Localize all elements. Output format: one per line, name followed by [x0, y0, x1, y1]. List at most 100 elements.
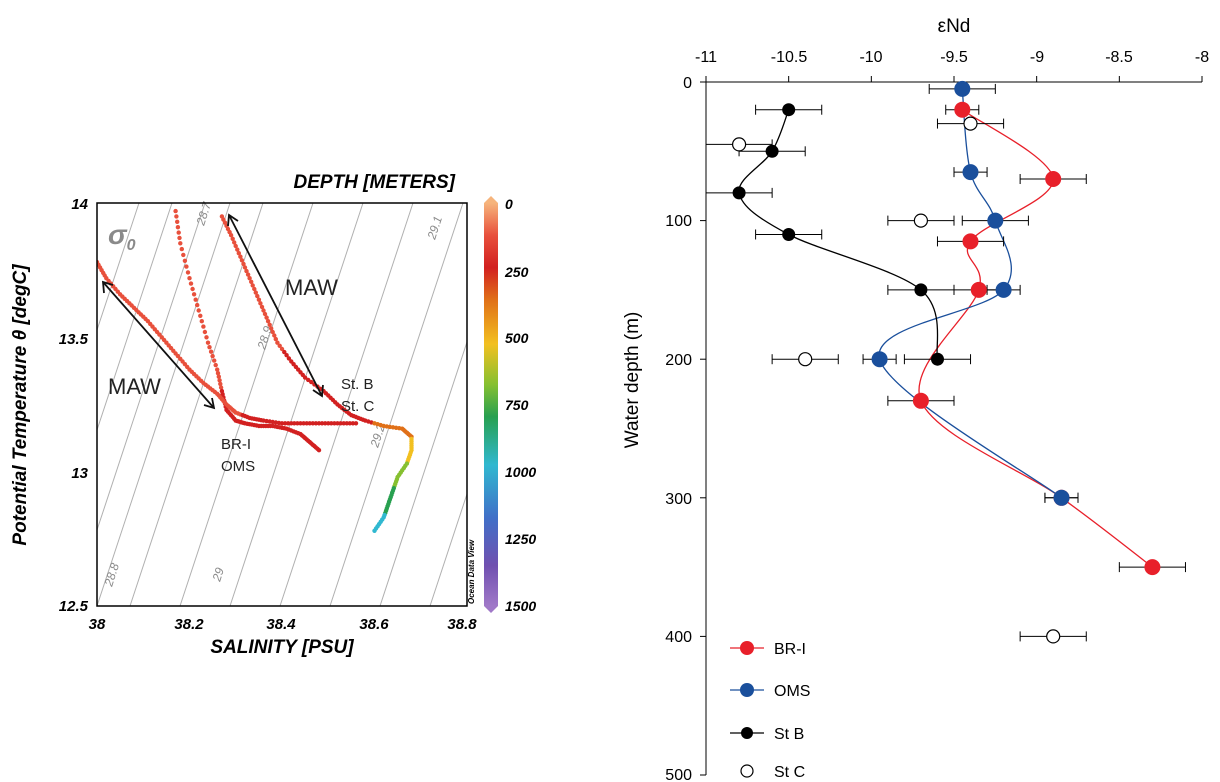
- legend-marker-st-b: [741, 727, 753, 739]
- ts-point: [277, 343, 282, 348]
- ts-point: [306, 377, 311, 383]
- ts-plot-frame: [96, 202, 468, 607]
- legend-label-st-b: St B: [774, 726, 804, 743]
- legend-marker-st-c: [740, 764, 754, 778]
- ts-point: [372, 528, 377, 533]
- ts-point: [202, 329, 208, 335]
- ts-point: [272, 333, 277, 338]
- ts-point: [201, 324, 206, 329]
- ts-point: [284, 353, 289, 358]
- end-y-tick-100: 100: [665, 213, 692, 230]
- data-point-st-c: [1046, 629, 1061, 644]
- ts-point: [269, 326, 274, 331]
- ts-point: [279, 421, 285, 426]
- end-y-ticks: 0 100 200 300 400 500: [665, 75, 692, 782]
- data-point-oms: [1053, 489, 1070, 506]
- end-x-ticks: -11 -10.5 -10 -9.5 -9 -8.5 -8: [695, 49, 1209, 66]
- ts-point: [298, 421, 303, 426]
- ts-point: [185, 270, 191, 275]
- ts-point: [184, 264, 189, 269]
- annotation-maw-right: MAW: [285, 275, 338, 300]
- ts-point: [176, 230, 181, 235]
- ts-point: [215, 371, 221, 376]
- end-x-axis-title: εNd: [938, 16, 971, 37]
- ts-y-axis-title: Potential Temperature θ [degC]: [10, 264, 31, 546]
- ts-point: [332, 421, 337, 426]
- ts-x-axis-title: SALINITY [PSU]: [210, 637, 354, 658]
- end-profile-chart: -11 -10.5 -10 -9.5 -9 -8.5 -8 0 100 200 …: [622, 16, 1209, 782]
- data-point-oms: [962, 164, 979, 181]
- end-x-tick-neg8: -8: [1195, 49, 1209, 66]
- ts-point: [255, 293, 260, 299]
- ts-point: [301, 421, 306, 426]
- ts-point: [207, 345, 212, 350]
- ts-point: [212, 358, 217, 363]
- ts-point: [270, 329, 275, 335]
- ts-point: [309, 379, 314, 385]
- ts-point: [174, 214, 179, 219]
- end-y-axis-title: Water depth (m): [622, 312, 643, 449]
- sigma-label: σ0: [108, 219, 136, 254]
- legend-label-oms: OMS: [774, 683, 810, 700]
- data-point-oms: [995, 281, 1012, 298]
- ts-point: [319, 421, 325, 426]
- ts-point: [341, 421, 346, 426]
- colorbar-title: DEPTH [METERS]: [294, 172, 456, 193]
- end-y-tick-400: 400: [665, 629, 692, 646]
- data-point-br-i: [912, 392, 929, 409]
- ts-point: [245, 272, 251, 277]
- ts-y-tick-12-5: 12.5: [59, 598, 89, 615]
- ts-point: [216, 374, 221, 379]
- end-x-tick-neg9-5: -9.5: [940, 49, 968, 66]
- ts-point: [329, 421, 334, 426]
- ts-point: [228, 233, 234, 238]
- annotation-maw-left: MAW: [108, 374, 161, 399]
- data-point-oms: [871, 351, 888, 368]
- cb-tick-1250: 1250: [505, 531, 536, 547]
- ts-point: [258, 301, 263, 306]
- end-x-tick-neg8-5: -8.5: [1105, 49, 1133, 66]
- ts-point: [347, 421, 352, 426]
- ts-point: [241, 261, 246, 267]
- ts-point: [196, 308, 201, 313]
- annotation-st-b: St. B: [341, 376, 374, 393]
- ts-point: [175, 225, 181, 230]
- end-x-tick-neg11: -11: [695, 49, 717, 66]
- end-y-tick-0: 0: [683, 75, 692, 92]
- data-point-st-b: [765, 144, 779, 158]
- ts-point: [198, 313, 203, 318]
- ts-x-tick-38: 38: [89, 616, 106, 633]
- cb-tick-1000: 1000: [505, 464, 536, 480]
- data-point-br-i: [954, 101, 971, 118]
- data-point-br-i: [962, 233, 979, 250]
- ts-x-tick-38-6: 38.6: [359, 616, 389, 633]
- end-x-tick-neg10: -10: [859, 49, 882, 66]
- ts-point: [204, 335, 209, 340]
- ts-point: [307, 421, 312, 426]
- ts-point: [316, 448, 322, 453]
- ts-point: [275, 340, 280, 345]
- data-point-st-c: [798, 352, 813, 367]
- data-point-oms: [954, 80, 971, 97]
- end-y-tick-500: 500: [665, 767, 692, 782]
- ts-point: [350, 421, 356, 426]
- legend: BR-I OMS St B St C: [730, 641, 810, 781]
- ts-point: [295, 421, 300, 426]
- ts-point: [323, 421, 328, 426]
- ts-point: [259, 304, 265, 310]
- legend-marker-oms: [740, 683, 754, 697]
- ts-point: [292, 421, 297, 426]
- end-y-tick-200: 200: [665, 352, 692, 369]
- ts-y-tick-13-5: 13.5: [59, 331, 89, 348]
- data-point-br-i: [1144, 559, 1161, 576]
- ts-point: [238, 254, 243, 259]
- ts-point: [195, 302, 200, 308]
- ts-point: [286, 421, 291, 426]
- ts-x-tick-38-2: 38.2: [174, 616, 204, 633]
- ts-point: [313, 421, 319, 426]
- data-point-br-i: [1045, 171, 1062, 187]
- series-line-br-i: [918, 109, 1153, 568]
- ts-point: [264, 315, 269, 320]
- data-point-st-b: [931, 352, 944, 366]
- ts-point: [175, 219, 180, 224]
